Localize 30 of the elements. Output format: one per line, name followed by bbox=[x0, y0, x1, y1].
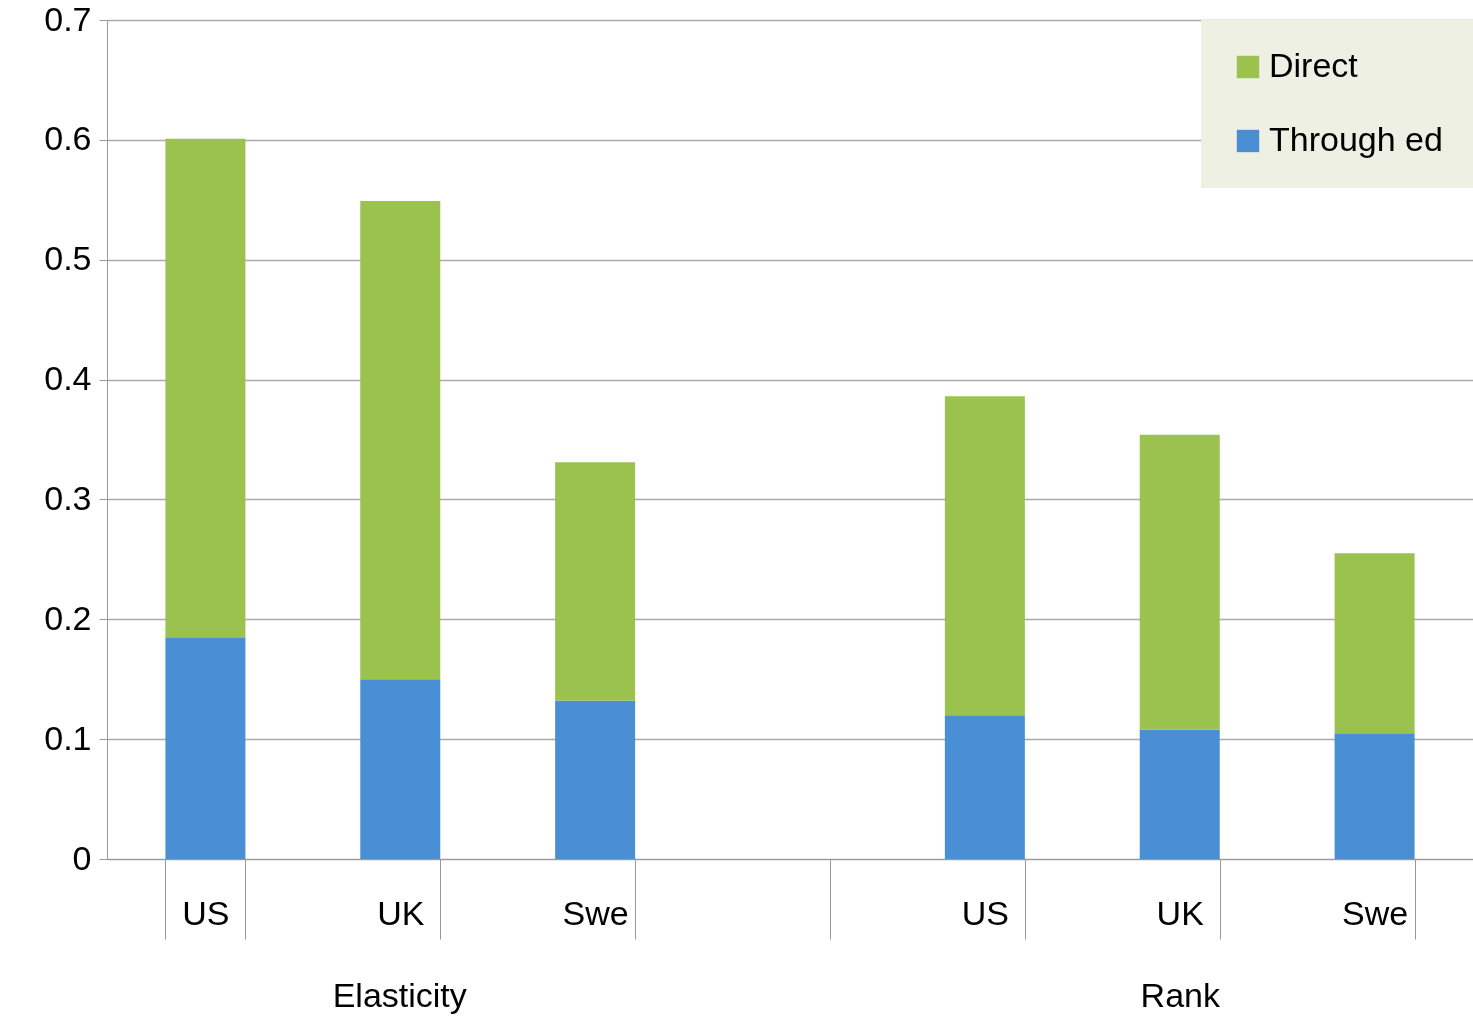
legend-label: Direct bbox=[1269, 46, 1359, 84]
legend-label: Through ed bbox=[1269, 120, 1443, 158]
text: Rank bbox=[1140, 976, 1221, 1014]
y-tick-label: 0.2 bbox=[44, 598, 92, 637]
y-tick-label: 0.4 bbox=[44, 359, 92, 398]
bar bbox=[360, 679, 441, 859]
x-tick-label: US bbox=[961, 893, 1009, 932]
x-tick-label: US bbox=[182, 893, 230, 932]
bar bbox=[360, 200, 441, 680]
bar bbox=[555, 462, 636, 701]
y-tick-label: 0.1 bbox=[44, 718, 92, 757]
y-tick-label: 0.5 bbox=[44, 239, 92, 278]
y-tick-label: 0.7 bbox=[44, 0, 92, 38]
bar bbox=[944, 396, 1025, 716]
bar bbox=[1334, 553, 1415, 734]
y-tick-label: 0 bbox=[72, 838, 92, 877]
y-tick-label: 0.3 bbox=[44, 478, 92, 517]
bar bbox=[165, 138, 246, 638]
y-tick-label: 0.6 bbox=[44, 119, 92, 158]
bar bbox=[165, 637, 246, 859]
bar bbox=[1139, 729, 1220, 859]
bar bbox=[1334, 733, 1415, 859]
x-tick-label: Swe bbox=[562, 893, 629, 932]
text: Elasticity bbox=[332, 976, 467, 1014]
bar bbox=[944, 715, 1025, 859]
x-tick-label: Swe bbox=[1342, 893, 1409, 932]
x-tick-label: UK bbox=[1156, 893, 1205, 932]
bar bbox=[555, 700, 636, 859]
bar bbox=[1139, 434, 1220, 730]
x-tick-label: UK bbox=[377, 893, 425, 932]
